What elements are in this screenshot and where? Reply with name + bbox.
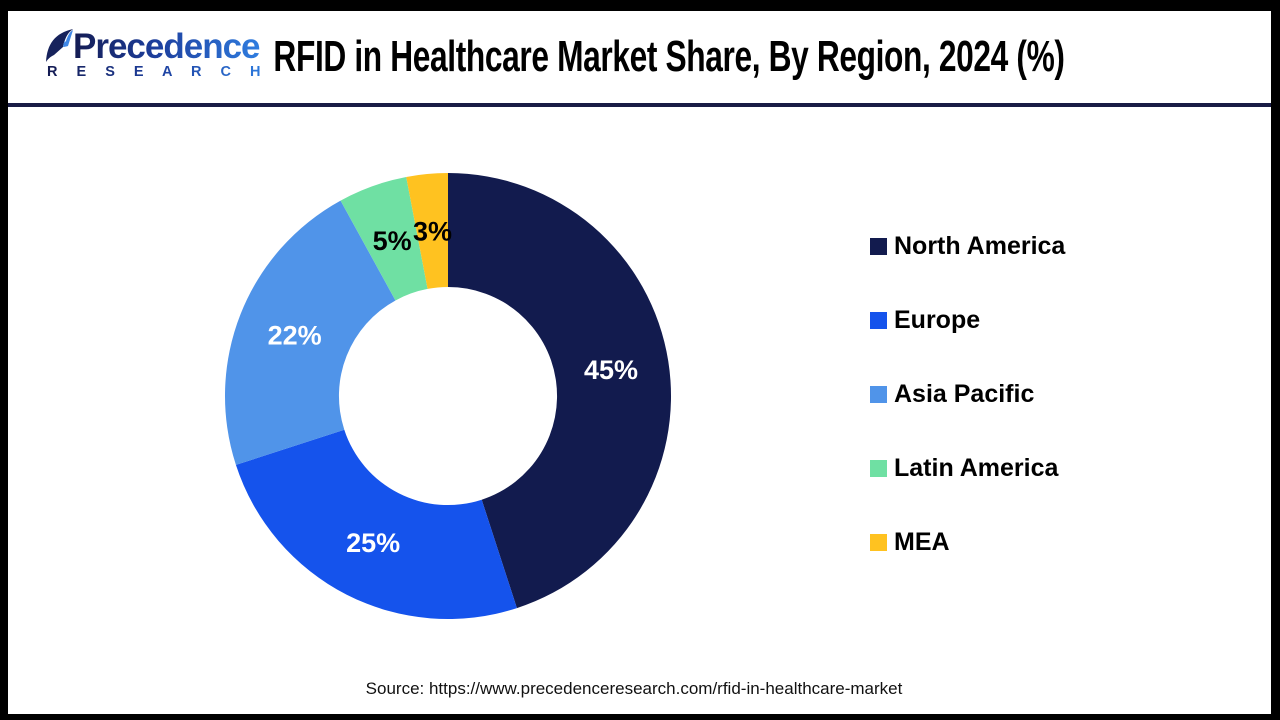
slice-value-label: 25% xyxy=(346,528,400,558)
donut-segment-mea xyxy=(406,173,448,289)
legend-swatch xyxy=(870,385,887,403)
legend-item-latin-america: Latin America xyxy=(870,453,1065,483)
slice-value-label: 22% xyxy=(268,320,322,350)
legend-label: Latin America xyxy=(894,453,1059,482)
legend-swatch xyxy=(870,311,887,329)
legend-item-north-america: North America xyxy=(870,231,1065,261)
legend-item-asia-pacific: Asia Pacific xyxy=(870,379,1065,409)
legend-label: Asia Pacific xyxy=(894,379,1035,408)
logo-wordmark: Precedence xyxy=(73,27,261,66)
legend-label: Europe xyxy=(894,305,981,334)
header: Precedence R E S E A R C H RFID in Healt… xyxy=(8,11,1271,107)
legend-label: MEA xyxy=(894,527,950,556)
slice-value-label: 5% xyxy=(373,226,412,256)
donut-chart: 45% 25% 22% 5% 3% xyxy=(224,173,672,620)
slice-value-label: 3% xyxy=(413,217,452,247)
chart-legend: North America Europe Asia Pacific Latin … xyxy=(870,231,1065,557)
legend-swatch xyxy=(870,459,887,477)
leaf-logo-icon xyxy=(46,29,73,62)
donut-segment-europe xyxy=(235,429,517,620)
legend-label: North America xyxy=(894,231,1066,260)
legend-swatch xyxy=(870,237,887,255)
logo-subtitle: R E S E A R C H xyxy=(47,64,268,80)
donut-segment-north-america xyxy=(448,173,672,609)
donut-segment-latin-america xyxy=(340,176,428,301)
slice-value-label: 45% xyxy=(584,355,638,385)
precedence-research-logo: Precedence R E S E A R C H xyxy=(44,25,261,85)
source-citation: Source: https://www.precedenceresearch.c… xyxy=(365,679,903,698)
page-title: RFID in Healthcare Market Share, By Regi… xyxy=(273,32,1065,81)
legend-swatch xyxy=(870,533,887,551)
legend-item-mea: MEA xyxy=(870,527,1065,557)
donut-segment-asia-pacific xyxy=(224,200,396,465)
legend-item-europe: Europe xyxy=(870,305,1065,335)
